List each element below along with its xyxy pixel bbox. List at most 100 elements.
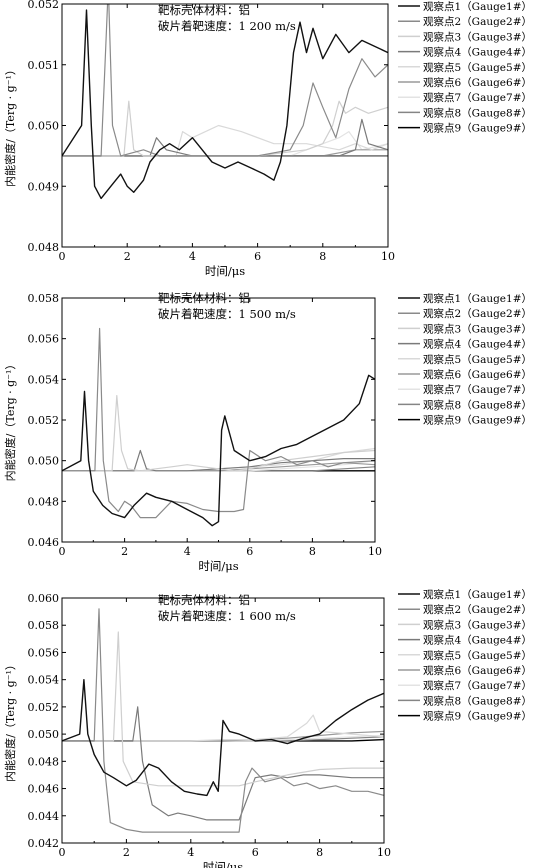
y-tick-label: 0.052	[28, 0, 60, 11]
legend-label-7: 观察点7（Gauge7#）	[423, 383, 532, 396]
legend-label-8: 观察点8（Gauge8#）	[423, 106, 532, 119]
legend-label-3: 观察点3（Gauge3#）	[423, 322, 532, 335]
x-tick-label: 0	[59, 545, 66, 558]
y-tick-label: 0.052	[28, 701, 60, 714]
x-tick-label: 10	[377, 846, 391, 859]
annotation-velocity: 破片着靶速度：1 200 m/s	[158, 19, 296, 33]
x-tick-label: 10	[368, 545, 382, 558]
y-tick-label: 0.050	[28, 120, 60, 133]
legend-label-6: 观察点6（Gauge6#）	[423, 664, 532, 677]
series-group	[62, 327, 375, 527]
legend-label-8: 观察点8（Gauge8#）	[423, 694, 532, 707]
annotation-material: 靶标壳体材料：铝	[158, 291, 250, 305]
series-group	[62, 4, 388, 200]
annotation-velocity: 破片着靶速度：1 600 m/s	[158, 609, 296, 623]
series-line-1	[62, 9, 388, 200]
x-tick-label: 4	[187, 846, 194, 859]
x-tick-label: 2	[123, 846, 130, 859]
x-axis-label: 时间/μs	[198, 559, 238, 573]
y-tick-label: 0.042	[28, 837, 60, 850]
x-tick-label: 6	[246, 545, 253, 558]
x-tick-label: 0	[59, 250, 66, 263]
x-tick-label: 8	[316, 846, 323, 859]
annotation-material: 靶标壳体材料：铝	[158, 593, 250, 607]
legend-label-5: 观察点5（Gauge5#）	[423, 61, 532, 74]
x-tick-label: 6	[254, 250, 261, 263]
legend-label-3: 观察点3（Gauge3#）	[423, 618, 532, 631]
series-line-6	[62, 149, 388, 157]
legend-label-7: 观察点7（Gauge7#）	[423, 91, 532, 104]
y-tick-label: 0.046	[28, 783, 60, 796]
legend-label-6: 观察点6（Gauge6#）	[423, 368, 532, 381]
y-axis-label: 内能密度/（Terg · g⁻¹）	[3, 64, 17, 187]
x-tick-label: 10	[381, 250, 395, 263]
series-line-1	[62, 679, 384, 797]
x-axis-label: 时间/μs	[205, 264, 245, 278]
legend-label-2: 观察点2（Gauge2#）	[423, 15, 532, 28]
y-tick-label: 0.048	[28, 755, 60, 768]
chart-panel-1500: 0 2 4 6 8 10 0.046 0.048 0.050 0.052 0.054 0.056 0.0…	[0, 288, 539, 573]
legend-label-1: 观察点1（Gauge1#）	[423, 0, 532, 13]
legend-label-9: 观察点9（Gauge9#）	[423, 122, 532, 135]
y-tick-label: 0.049	[28, 180, 60, 193]
y-tick-label: 0.044	[28, 810, 60, 823]
y-axis-label: 内能密度/（Terg · g⁻¹）	[3, 659, 17, 782]
x-tick-label: 2	[121, 545, 128, 558]
series-line-3	[62, 100, 388, 157]
legend-label-7: 观察点7（Gauge7#）	[423, 679, 532, 692]
series-line-2	[62, 4, 388, 157]
y-tick-label: 0.060	[28, 592, 60, 605]
legend-label-4: 观察点4（Gauge4#）	[423, 634, 532, 647]
x-tick-label: 2	[124, 250, 131, 263]
series-line-2	[62, 608, 384, 833]
series-line-4	[62, 449, 375, 472]
x-tick-label: 4	[189, 250, 196, 263]
legend-label-1: 观察点1（Gauge1#）	[423, 588, 532, 601]
x-axis-label: 时间/μs	[203, 860, 243, 868]
chart-svg: 0 2 4 6 8 10 0.042 0.044 0.046 0.048 0.050 0.052 0.0…	[3, 588, 532, 868]
legend-label-4: 观察点4（Gauge4#）	[423, 46, 532, 59]
legend-label-5: 观察点5（Gauge5#）	[423, 649, 532, 662]
series-line-3	[62, 631, 384, 787]
series-line-3	[62, 395, 375, 472]
chart-panel-1600: 0 2 4 6 8 10 0.042 0.044 0.046 0.048 0.050 0.052 0.0…	[0, 578, 539, 868]
legend-label-9: 观察点9（Gauge9#）	[423, 414, 532, 427]
series-group	[62, 608, 384, 833]
legend-label-9: 观察点9（Gauge9#）	[423, 710, 532, 723]
x-tick-label: 8	[309, 545, 316, 558]
legend-label-5: 观察点5（Gauge5#）	[423, 353, 532, 366]
legend-label-2: 观察点2（Gauge2#）	[423, 603, 532, 616]
y-tick-label: 0.052	[28, 414, 60, 427]
legend-label-2: 观察点2（Gauge2#）	[423, 307, 532, 320]
y-tick-label: 0.046	[28, 536, 60, 549]
y-tick-label: 0.050	[28, 455, 60, 468]
x-tick-label: 4	[184, 545, 191, 558]
series-line-5	[62, 714, 384, 742]
x-tick-label: 0	[59, 846, 66, 859]
y-tick-label: 0.054	[28, 674, 60, 687]
y-tick-label: 0.050	[28, 728, 60, 741]
chart-svg: 0 2 4 6 8 10 0.046 0.048 0.050 0.052 0.054 0.056 0.0…	[3, 291, 532, 573]
chart-svg: 0 2 4 6 8 10 0.048 0.049 0.050 0.051 0.052 时间/μs 内能密…	[3, 0, 532, 278]
annotation-material: 靶标壳体材料：铝	[158, 3, 250, 17]
y-tick-label: 0.051	[28, 59, 60, 72]
y-tick-label: 0.048	[28, 495, 60, 508]
series-line-5	[62, 124, 388, 157]
x-tick-label: 8	[319, 250, 326, 263]
chart-panel-1200: 0 2 4 6 8 10 0.048 0.049 0.050 0.051 0.052 时间/μs 内能密…	[0, 0, 539, 285]
legend-label-4: 观察点4（Gauge4#）	[423, 338, 532, 351]
y-tick-label: 0.058	[28, 292, 60, 305]
legend-label-1: 观察点1（Gauge1#）	[423, 292, 532, 305]
y-tick-label: 0.056	[28, 333, 60, 346]
legend-label-3: 观察点3（Gauge3#）	[423, 30, 532, 43]
series-line-4	[62, 706, 384, 821]
y-tick-label: 0.054	[28, 373, 60, 386]
legend-label-8: 观察点8（Gauge8#）	[423, 398, 532, 411]
y-axis-label: 内能密度/（Terg · g⁻¹）	[3, 359, 17, 482]
series-line-1	[62, 374, 375, 527]
y-tick-label: 0.058	[28, 619, 60, 632]
y-tick-label: 0.048	[28, 241, 60, 254]
series-line-2	[62, 327, 375, 519]
legend-label-6: 观察点6（Gauge6#）	[423, 76, 532, 89]
annotation-velocity: 破片着靶速度：1 500 m/s	[158, 307, 296, 321]
